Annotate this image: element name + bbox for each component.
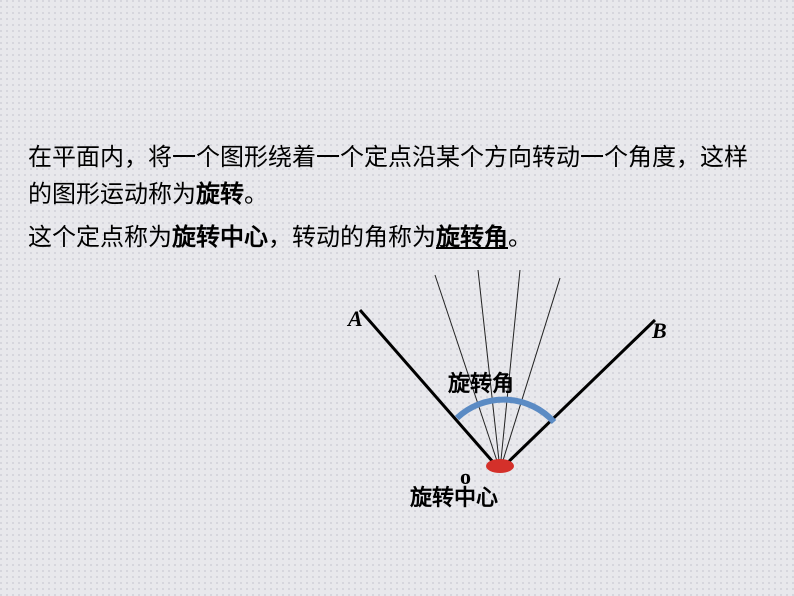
p1-text: 在平面内，将一个图形绕着一个定点沿某个方向转动一个角度，这样的图形运动称为 bbox=[28, 145, 748, 208]
p1-bold: 旋转 bbox=[196, 182, 244, 208]
p1-end: 。 bbox=[244, 182, 268, 208]
paragraph-1: 在平面内，将一个图形绕着一个定点沿某个方向转动一个角度，这样的图形运动称为旋转。 bbox=[28, 140, 748, 214]
label-b: B bbox=[652, 318, 667, 344]
p2e: 。 bbox=[508, 225, 532, 251]
label-angle: 旋转角 bbox=[448, 366, 514, 398]
rotation-diagram: A B 旋转角 o 旋转中心 bbox=[300, 270, 700, 570]
p2b: 旋转中心 bbox=[172, 225, 268, 251]
label-center: 旋转中心 bbox=[410, 480, 498, 512]
label-a: A bbox=[348, 306, 363, 332]
definition-text: 在平面内，将一个图形绕着一个定点沿某个方向转动一个角度，这样的图形运动称为旋转。… bbox=[28, 140, 748, 264]
paragraph-2: 这个定点称为旋转中心，转动的角称为旋转角。 bbox=[28, 220, 748, 257]
p2d: 旋转角 bbox=[436, 225, 508, 251]
rotation-center-dot bbox=[486, 459, 514, 473]
p2a: 这个定点称为 bbox=[28, 225, 172, 251]
p2c: ，转动的角称为 bbox=[268, 225, 436, 251]
